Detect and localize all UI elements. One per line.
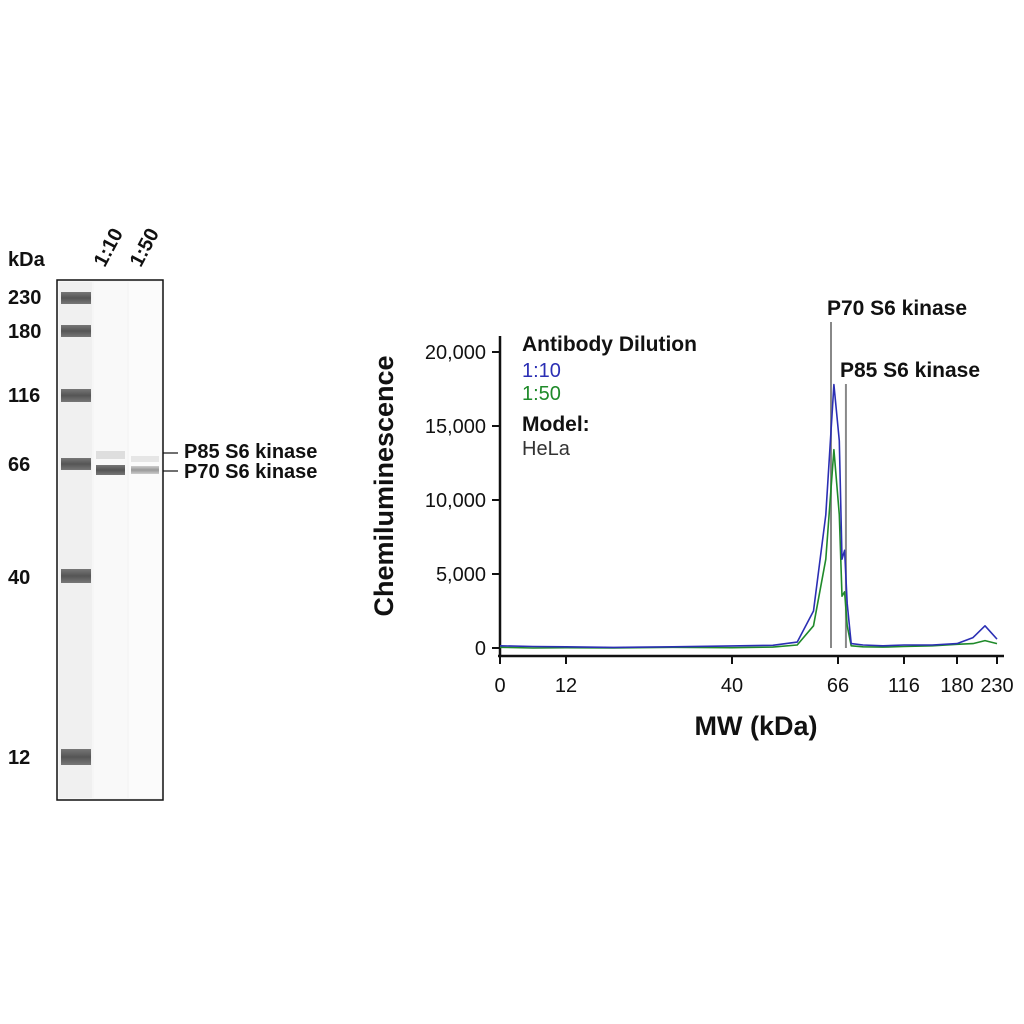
marker-label-180: 180 [8, 321, 42, 343]
x-tick-label: 180 [940, 675, 973, 697]
legend-model-value: HeLa [522, 438, 571, 460]
legend-model-label: Model: [522, 413, 590, 436]
ladder-band-180 [61, 325, 91, 337]
band-label-p85: P85 S6 kinase [184, 441, 318, 463]
x-tick-label: 0 [494, 675, 505, 697]
marker-label-12: 12 [8, 747, 31, 769]
band-p70-lane2 [131, 466, 159, 474]
marker-label-116: 116 [8, 385, 41, 407]
marker-label-230: 230 [8, 287, 42, 309]
x-tick-label: 12 [555, 675, 577, 697]
annotation-p70: P70 S6 kinase [827, 297, 967, 320]
band-p85-lane2 [131, 456, 159, 462]
y-tick-label: 0 [475, 638, 486, 660]
legend-entry-1-10: 1:10 [522, 360, 561, 382]
x-tick-label: 66 [827, 675, 849, 697]
y-axis-title: Chemiluminescence [369, 355, 399, 616]
x-tick-label: 230 [980, 675, 1013, 697]
band-p70-lane1 [96, 465, 125, 475]
kda-label: kDa [8, 249, 45, 271]
y-tick-label: 10,000 [425, 490, 486, 512]
ladder-band-40 [61, 569, 91, 583]
legend-entry-1-50: 1:50 [522, 383, 561, 405]
ladder-band-230 [61, 292, 91, 304]
marker-label-40: 40 [8, 567, 31, 589]
series-line-1-50 [499, 448, 998, 649]
lane-2 [129, 282, 161, 798]
y-tick-label: 20,000 [425, 342, 486, 364]
y-tick-label: 5,000 [436, 564, 486, 586]
ladder-band-116 [61, 389, 91, 402]
lane-1 [94, 282, 127, 798]
y-tick-label: 15,000 [425, 416, 486, 438]
series-line-1-10 [499, 383, 998, 649]
ladder-band-12 [61, 749, 91, 765]
legend-title: Antibody Dilution [522, 333, 697, 356]
band-label-p70: P70 S6 kinase [184, 461, 318, 483]
band-p85-lane1 [96, 451, 125, 459]
marker-label-66: 66 [8, 454, 31, 476]
blot-image [56, 279, 178, 801]
annotation-p85: P85 S6 kinase [840, 359, 980, 382]
x-tick-label: 40 [721, 675, 743, 697]
ladder-lane [59, 282, 92, 798]
x-axis-title: MW (kDa) [695, 711, 818, 741]
ladder-band-66 [61, 458, 91, 470]
x-tick-label: 116 [888, 675, 920, 697]
